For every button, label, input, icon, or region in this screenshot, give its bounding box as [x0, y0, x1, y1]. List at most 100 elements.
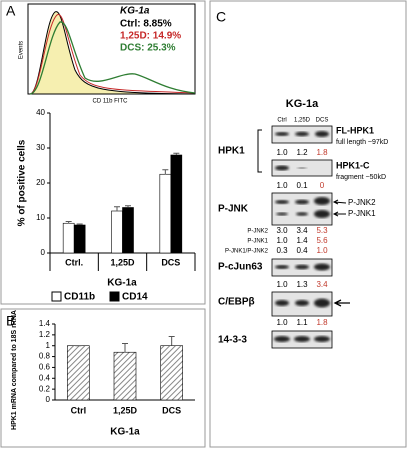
blot-label: P-JNK	[218, 204, 249, 215]
panel-c-box	[209, 0, 407, 448]
blot-label: FL-HPK1	[336, 125, 374, 135]
bar	[113, 351, 137, 401]
quant-value: 1.0	[276, 148, 288, 157]
legend-label: CD14	[122, 292, 148, 303]
bar	[159, 173, 172, 254]
quant-value: 3.4	[316, 280, 328, 289]
error-bar	[125, 205, 131, 208]
band	[275, 200, 289, 204]
axis-label: CD 11b FITC	[93, 99, 129, 105]
row-label: P-JNK2	[247, 229, 268, 235]
band	[315, 131, 329, 137]
x-tick-label: Ctrl.	[65, 257, 83, 267]
band-label: P-JNK2	[348, 198, 376, 207]
legend-entry: 1,25D: 14.9%	[120, 31, 181, 42]
quant-value: 1.8	[316, 148, 328, 157]
column-label: Ctrl	[277, 118, 286, 124]
quant-value: 3.0	[276, 226, 288, 235]
band	[295, 131, 309, 137]
bar	[160, 345, 183, 401]
band	[314, 197, 330, 205]
histogram-title: KG-1a	[120, 6, 150, 17]
legend-swatch	[51, 291, 62, 302]
band	[275, 265, 289, 269]
y-tick-label: 1.2	[39, 330, 51, 339]
arrow	[333, 299, 350, 307]
legend-swatch	[109, 291, 120, 302]
blot-label: C/EBPβ	[218, 297, 255, 308]
quant-value: 5.6	[316, 236, 328, 245]
quant-value: 1.1	[296, 318, 308, 327]
arrow	[332, 199, 347, 217]
axis-label: KG-1a	[107, 278, 137, 289]
panel-a-box	[0, 0, 206, 305]
blot-note: full length ~97kD	[336, 139, 388, 146]
blot	[271, 192, 333, 226]
x-tick-label: 1,25D	[110, 257, 135, 267]
legend-entry: Ctrl: 8.85%	[120, 19, 172, 30]
y-tick-label: 0	[46, 395, 51, 404]
y-tick-label: 0.4	[39, 373, 51, 382]
band	[314, 263, 330, 271]
quant-value: 1.0	[316, 246, 328, 255]
legend-entry: DCS: 25.3%	[120, 43, 176, 54]
blot-label: HPK1	[218, 146, 245, 157]
band	[275, 300, 289, 306]
band	[294, 336, 310, 342]
error-bar	[173, 152, 180, 155]
histogram-curve	[29, 21, 196, 95]
quant-value: 1.8	[316, 318, 328, 327]
y-tick-label: 0	[41, 248, 46, 257]
y-tick-label: 10	[36, 213, 45, 222]
blot-title: KG-1a	[286, 98, 319, 110]
bracket	[257, 129, 262, 173]
error-bar	[162, 169, 169, 175]
western-blots: KG-1a Ctrl 1,25D DCS FL-HPK1 full length…	[218, 98, 388, 349]
y-tick-label: 1	[46, 341, 51, 350]
error-bar	[168, 335, 175, 346]
y-tick-label: 20	[36, 178, 45, 187]
histogram-curve	[29, 14, 196, 95]
row-label: P-JNK1	[247, 239, 268, 245]
band	[275, 165, 289, 171]
y-tick-label: 30	[36, 143, 45, 152]
legend-label: CD11b	[64, 292, 95, 303]
histogram-curve	[29, 11, 196, 95]
x-tick-label: 1,25D	[113, 405, 138, 415]
blot-label: HPK1-C	[336, 160, 370, 170]
bar	[122, 207, 134, 254]
quant-value: 1.3	[296, 280, 308, 289]
quant-value: 1.0	[276, 280, 288, 289]
panel-label: B	[6, 313, 15, 329]
quant-value: 0.4	[296, 246, 308, 255]
band	[295, 300, 309, 306]
quant-value: 1.2	[296, 148, 308, 157]
error-bar	[76, 223, 83, 225]
quant-value: 1.0	[276, 318, 288, 327]
quant-value: 0.1	[296, 181, 308, 190]
bar	[62, 222, 75, 254]
y-tick-label: 0.6	[39, 363, 51, 372]
band	[314, 336, 330, 342]
band	[314, 298, 330, 308]
x-tick-label: DCS	[162, 405, 181, 415]
y-tick-label: 0.2	[39, 384, 51, 393]
band	[275, 132, 289, 136]
blot-note: fragment ~50kD	[336, 174, 386, 181]
quant-value: 0	[320, 181, 325, 190]
histogram: KG-1a Ctrl: 8.85% 1,25D: 14.9% DCS: 25.3…	[19, 3, 196, 105]
x-tick-label: Ctrl	[71, 405, 87, 415]
band	[295, 264, 309, 270]
band	[296, 212, 308, 216]
panel-b-box	[0, 308, 206, 448]
blot-label: P-cJun63	[218, 262, 263, 273]
quant-value: 1.0	[276, 181, 288, 190]
blot-label: 14-3-3	[218, 335, 247, 346]
quant-value: 0.3	[276, 246, 288, 255]
y-tick-label: 40	[36, 108, 45, 117]
row-label: P-JNK1/P-JNK2	[225, 249, 269, 255]
axis-label: KG-1a	[110, 427, 140, 438]
x-tick-label: DCS	[161, 257, 180, 267]
panel-label: A	[6, 3, 16, 19]
y-tick-label: 1.4	[39, 319, 51, 328]
